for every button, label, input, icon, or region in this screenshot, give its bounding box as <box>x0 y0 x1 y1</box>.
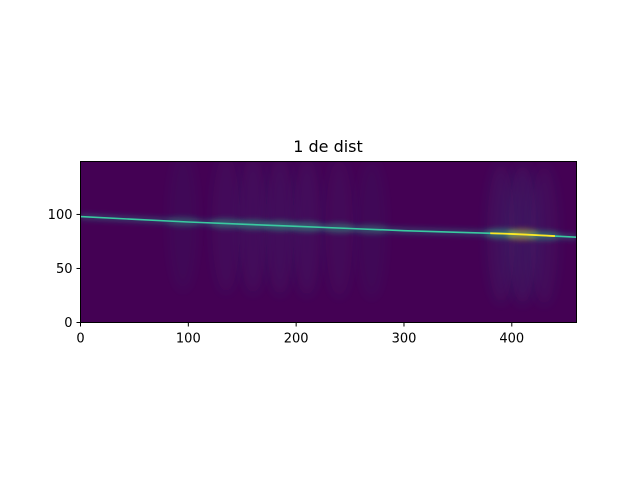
x-axis: 0 100 200 300 400 <box>76 322 524 347</box>
x-tick-label: 300 <box>392 332 417 347</box>
plot-frame <box>80 161 577 323</box>
y-tick-label: 50 <box>56 262 73 277</box>
ridge-peak-segment <box>490 232 555 237</box>
plot-area <box>80 161 577 323</box>
x-tick-label: 100 <box>176 332 201 347</box>
x-tick-label: 0 <box>76 332 84 347</box>
y-tick-label: 0 <box>64 316 72 331</box>
chart-title: 1 de dist <box>293 137 363 156</box>
x-tick-label: 200 <box>284 332 309 347</box>
ridge-layer <box>80 214 577 240</box>
y-tick-label: 100 <box>48 208 73 223</box>
y-axis: 0 50 100 <box>48 208 81 331</box>
x-tick-label: 400 <box>499 332 524 347</box>
ridge-line <box>80 215 577 238</box>
